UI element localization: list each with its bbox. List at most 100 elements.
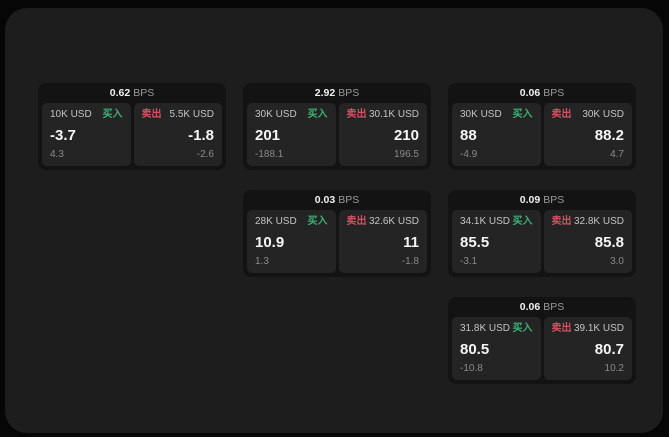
buy-amount: 30K USD (460, 109, 502, 120)
buy-price: 201 (255, 126, 281, 144)
quote-card: 0.62 BPS 10K USD 买入 -3.7 4.3 卖出 (38, 83, 226, 170)
bps-unit-label: BPS (543, 194, 565, 206)
buy-quote-tile[interactable]: 30K USD 买入 88 -4.9 (452, 103, 541, 166)
buy-top-row: 34.1K USD 买入 (460, 216, 533, 228)
sell-price: 11 (403, 233, 419, 251)
spread-value: 0.09 (519, 194, 541, 206)
buy-amount: 28K USD (255, 216, 297, 227)
spread-header: 0.62 BPS (42, 86, 222, 101)
sell-amount: 39.1K USD (573, 323, 624, 334)
sell-top-row: 卖出 32.8K USD (552, 216, 625, 228)
sell-price: 88.2 (594, 126, 624, 144)
spread-header: 0.06 BPS (452, 300, 632, 315)
bps-unit-label: BPS (543, 87, 565, 99)
sell-label: 卖出 (551, 323, 572, 334)
buy-top-row: 28K USD 买入 (255, 216, 328, 228)
quote-body: 30K USD 买入 201 -188.1 卖出 30.1K USD 210 1… (247, 103, 427, 166)
sell-amount: 5.5K USD (169, 109, 214, 120)
sell-amount: 30K USD (582, 109, 624, 120)
sell-quote-tile[interactable]: 卖出 32.6K USD 11 -1.8 (338, 210, 427, 273)
sell-amount: 32.8K USD (573, 216, 624, 227)
buy-amount: 10K USD (50, 109, 92, 120)
buy-amount: 31.8K USD (460, 323, 511, 334)
spread-value: 0.03 (314, 194, 336, 206)
quote-body: 30K USD 买入 88 -4.9 卖出 30K USD 88.2 4.7 (452, 103, 632, 166)
quotes-panel: 0.62 BPS 10K USD 买入 -3.7 4.3 卖出 (5, 8, 663, 433)
sell-label: 卖出 (551, 216, 572, 227)
sell-price: -1.8 (188, 126, 214, 144)
buy-label: 买入 (307, 109, 328, 120)
quote-card: 0.06 BPS 31.8K USD 买入 80.5 -10.8 卖 (448, 297, 636, 384)
buy-quote-tile[interactable]: 28K USD 买入 10.9 1.3 (247, 210, 336, 273)
sell-top-row: 卖出 30.1K USD (347, 109, 420, 121)
buy-delta: -188.1 (255, 149, 284, 160)
spread-header: 2.92 BPS (247, 86, 427, 101)
quote-body: 10K USD 买入 -3.7 4.3 卖出 5.5K USD -1.8 -2.… (42, 103, 222, 166)
sell-label: 卖出 (141, 109, 162, 120)
buy-quote-tile[interactable]: 31.8K USD 买入 80.5 -10.8 (452, 317, 541, 380)
sell-delta: -1.8 (401, 256, 419, 267)
bps-unit-label: BPS (543, 301, 565, 313)
sell-label: 卖出 (346, 109, 367, 120)
buy-delta: 1.3 (255, 256, 269, 267)
buy-amount: 30K USD (255, 109, 297, 120)
sell-quote-tile[interactable]: 卖出 32.8K USD 85.8 3.0 (543, 210, 632, 273)
quote-body: 34.1K USD 买入 85.5 -3.1 卖出 32.8K USD 85.8… (452, 210, 632, 273)
buy-price: 88 (460, 126, 477, 144)
sell-delta: 3.0 (610, 256, 624, 267)
buy-top-row: 31.8K USD 买入 (460, 323, 533, 335)
spread-header: 0.09 BPS (452, 193, 632, 208)
buy-delta: 4.3 (50, 149, 64, 160)
quote-body: 31.8K USD 买入 80.5 -10.8 卖出 39.1K USD 80.… (452, 317, 632, 380)
sell-quote-tile[interactable]: 卖出 30K USD 88.2 4.7 (543, 103, 632, 166)
buy-label: 买入 (512, 216, 533, 227)
spread-value: 2.92 (314, 87, 336, 99)
buy-price: -3.7 (50, 126, 76, 144)
sell-amount: 32.6K USD (368, 216, 419, 227)
sell-delta: 4.7 (610, 149, 624, 160)
bps-unit-label: BPS (133, 87, 155, 99)
buy-top-row: 30K USD 买入 (460, 109, 533, 121)
spread-value: 0.06 (519, 301, 541, 313)
sell-label: 卖出 (551, 109, 572, 120)
sell-top-row: 卖出 32.6K USD (347, 216, 420, 228)
sell-amount: 30.1K USD (368, 109, 419, 120)
buy-quote-tile[interactable]: 30K USD 买入 201 -188.1 (247, 103, 336, 166)
buy-top-row: 30K USD 买入 (255, 109, 328, 121)
buy-price: 10.9 (255, 233, 285, 251)
buy-quote-tile[interactable]: 34.1K USD 买入 85.5 -3.1 (452, 210, 541, 273)
buy-quote-tile[interactable]: 10K USD 买入 -3.7 4.3 (42, 103, 131, 166)
bps-unit-label: BPS (338, 194, 360, 206)
sell-delta: 196.5 (393, 149, 419, 160)
sell-quote-tile[interactable]: 卖出 30.1K USD 210 196.5 (338, 103, 427, 166)
sell-price: 210 (393, 126, 419, 144)
spread-header: 0.03 BPS (247, 193, 427, 208)
spread-value: 0.62 (109, 87, 131, 99)
quote-card: 0.03 BPS 28K USD 买入 10.9 1.3 卖出 (243, 190, 431, 277)
buy-price: 80.5 (460, 340, 490, 358)
spread-header: 0.06 BPS (452, 86, 632, 101)
buy-delta: -10.8 (460, 363, 483, 374)
buy-label: 买入 (102, 109, 123, 120)
buy-delta: -3.1 (460, 256, 478, 267)
quote-body: 28K USD 买入 10.9 1.3 卖出 32.6K USD 11 -1.8 (247, 210, 427, 273)
sell-top-row: 卖出 39.1K USD (552, 323, 625, 335)
sell-quote-tile[interactable]: 卖出 39.1K USD 80.7 10.2 (543, 317, 632, 380)
sell-quote-tile[interactable]: 卖出 5.5K USD -1.8 -2.6 (133, 103, 222, 166)
sell-price: 80.7 (594, 340, 624, 358)
sell-delta: -2.6 (196, 149, 214, 160)
quote-card: 2.92 BPS 30K USD 买入 201 -188.1 卖出 (243, 83, 431, 170)
sell-price: 85.8 (594, 233, 624, 251)
buy-label: 买入 (512, 323, 533, 334)
buy-label: 买入 (512, 109, 533, 120)
sell-delta: 10.2 (604, 363, 624, 374)
quote-cards-grid: 0.62 BPS 10K USD 买入 -3.7 4.3 卖出 (38, 83, 636, 384)
buy-amount: 34.1K USD (460, 216, 511, 227)
buy-delta: -4.9 (460, 149, 478, 160)
quote-card: 0.09 BPS 34.1K USD 买入 85.5 -3.1 卖出 (448, 190, 636, 277)
quote-card: 0.06 BPS 30K USD 买入 88 -4.9 卖出 (448, 83, 636, 170)
bps-unit-label: BPS (338, 87, 360, 99)
spread-value: 0.06 (519, 87, 541, 99)
sell-top-row: 卖出 30K USD (552, 109, 625, 121)
